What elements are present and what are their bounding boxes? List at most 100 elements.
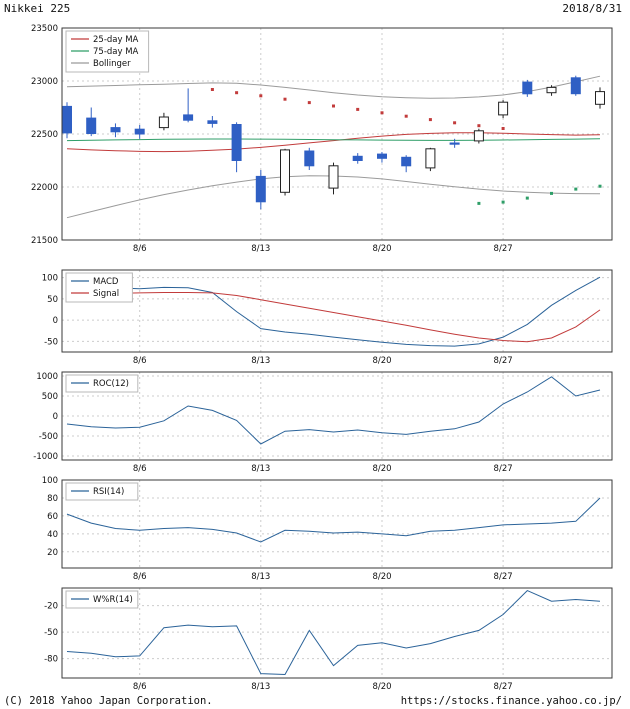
y-tick-label: 23000 bbox=[31, 77, 58, 87]
candle-body bbox=[498, 101, 509, 116]
ma75-line bbox=[66, 138, 601, 142]
y-tick-label: -20 bbox=[44, 602, 58, 612]
candle-body bbox=[401, 156, 412, 167]
legend-wpr: W%R(14) bbox=[65, 590, 139, 609]
candle-body bbox=[207, 120, 218, 124]
y-tick-label: 22500 bbox=[31, 130, 58, 140]
candle-body bbox=[473, 130, 484, 142]
y-tick-label: -50 bbox=[44, 337, 58, 347]
legend-label: W%R(14) bbox=[93, 595, 133, 605]
bollinger-upper-line bbox=[66, 75, 601, 99]
candle-body bbox=[377, 153, 387, 159]
x-tick-label: 8/20 bbox=[372, 682, 391, 692]
x-tick-label: 8/27 bbox=[494, 572, 513, 582]
macd-line bbox=[66, 276, 601, 347]
candle-body bbox=[522, 81, 533, 95]
chart-date: 2018/8/31 bbox=[562, 2, 622, 15]
candle-body bbox=[328, 165, 339, 189]
panel-price: 8/6 8/13 8/20 8/27 21500 22000 22500 23000 23500… bbox=[31, 24, 613, 254]
legend-label: RSI(14) bbox=[93, 487, 124, 497]
candle-body bbox=[546, 86, 557, 94]
legend-macd: MACD Signal bbox=[65, 272, 133, 303]
y-tick-label: 100 bbox=[42, 476, 58, 486]
chart-header: Nikkei 225 2018/8/31 bbox=[4, 2, 622, 15]
chart-title: Nikkei 225 bbox=[4, 2, 71, 15]
candle-body bbox=[304, 150, 315, 167]
x-tick-label: 8/20 bbox=[372, 572, 391, 582]
candlesticks bbox=[62, 75, 605, 210]
x-tick-label: 8/6 bbox=[133, 572, 147, 582]
x-tick-label: 8/6 bbox=[133, 464, 147, 474]
candle-body bbox=[255, 175, 266, 203]
legend-roc: ROC(12) bbox=[65, 374, 139, 393]
ma25-line bbox=[66, 132, 601, 153]
x-tick-label: 8/13 bbox=[251, 464, 270, 474]
panel-frame bbox=[61, 371, 613, 461]
x-tick-label: 8/6 bbox=[133, 682, 147, 692]
y-tick-label: 40 bbox=[47, 530, 58, 540]
candle-body bbox=[231, 124, 242, 161]
candle-body bbox=[570, 77, 581, 95]
y-tick-label: 50 bbox=[47, 295, 58, 305]
candle-body bbox=[110, 127, 121, 133]
x-tick-label: 8/27 bbox=[494, 356, 513, 366]
x-tick-label: 8/13 bbox=[251, 682, 270, 692]
x-tick-label: 8/13 bbox=[251, 244, 270, 254]
candle-body bbox=[62, 105, 72, 134]
wpr-line bbox=[66, 590, 601, 676]
panel-wpr: 8/6 8/13 8/20 8/27 -20 -50 -80 W%R(14) bbox=[44, 587, 613, 692]
y-tick-label: 1000 bbox=[36, 372, 58, 382]
y-tick-label: 0 bbox=[53, 316, 58, 326]
legend-rsi: RSI(14) bbox=[65, 482, 139, 501]
y-tick-label: 80 bbox=[47, 494, 58, 504]
legend-label: Bollinger bbox=[93, 59, 131, 69]
legend-label: 25-day MA bbox=[93, 35, 139, 45]
chart-footer: (C) 2018 Yahoo Japan Corporation. https:… bbox=[4, 695, 622, 707]
panel-frame bbox=[61, 479, 613, 569]
y-tick-label: 21500 bbox=[31, 236, 58, 246]
legend-label: Signal bbox=[93, 289, 119, 299]
y-tick-label: 500 bbox=[42, 392, 58, 402]
candle-body bbox=[280, 149, 290, 193]
panel-rsi: 8/6 8/13 8/20 8/27 20 40 60 80 100 RSI(14) bbox=[42, 476, 613, 582]
y-tick-label: 22000 bbox=[31, 183, 58, 193]
x-tick-label: 8/20 bbox=[372, 244, 391, 254]
y-tick-label: 100 bbox=[42, 274, 58, 284]
candle-body bbox=[158, 116, 169, 129]
roc-line bbox=[66, 376, 601, 445]
candle-body bbox=[352, 155, 363, 162]
x-tick-label: 8/6 bbox=[133, 244, 147, 254]
panel-frame bbox=[61, 587, 613, 679]
panel-frame bbox=[61, 27, 613, 241]
legend-price: 25-day MA 75-day MA Bollinger bbox=[65, 30, 150, 73]
legend-label: ROC(12) bbox=[93, 379, 129, 389]
candle-body bbox=[134, 128, 145, 135]
x-tick-label: 8/20 bbox=[372, 356, 391, 366]
red-dotted-segment bbox=[210, 88, 505, 130]
x-tick-label: 8/27 bbox=[494, 464, 513, 474]
legend-label: MACD bbox=[93, 277, 119, 287]
signal-line bbox=[66, 292, 601, 343]
panel-frame bbox=[61, 269, 613, 353]
green-dotted-segment bbox=[477, 184, 602, 205]
source-url: https://stocks.finance.yahoo.co.jp/ bbox=[400, 695, 622, 707]
x-tick-label: 8/13 bbox=[251, 572, 270, 582]
panel-roc: 8/6 8/13 8/20 8/27 -1000 -500 0 500 1000 ROC(12) bbox=[33, 371, 613, 474]
y-tick-label: 20 bbox=[47, 548, 58, 558]
x-tick-label: 8/13 bbox=[251, 356, 270, 366]
copyright-text: (C) 2018 Yahoo Japan Corporation. bbox=[4, 695, 213, 707]
x-tick-label: 8/27 bbox=[494, 244, 513, 254]
y-tick-label: -500 bbox=[39, 432, 58, 442]
candle-body bbox=[595, 91, 605, 105]
candle-body bbox=[86, 117, 97, 134]
y-tick-label: 23500 bbox=[31, 24, 58, 34]
y-tick-label: 60 bbox=[47, 512, 58, 522]
panel-macd: 8/6 8/13 8/20 8/27 -50 0 50 100 MACD Signal bbox=[42, 269, 613, 366]
rsi-line bbox=[66, 497, 601, 543]
candle-body bbox=[425, 148, 436, 169]
candle-body bbox=[183, 114, 194, 121]
y-tick-label: -80 bbox=[44, 655, 58, 665]
x-tick-label: 8/6 bbox=[133, 356, 147, 366]
